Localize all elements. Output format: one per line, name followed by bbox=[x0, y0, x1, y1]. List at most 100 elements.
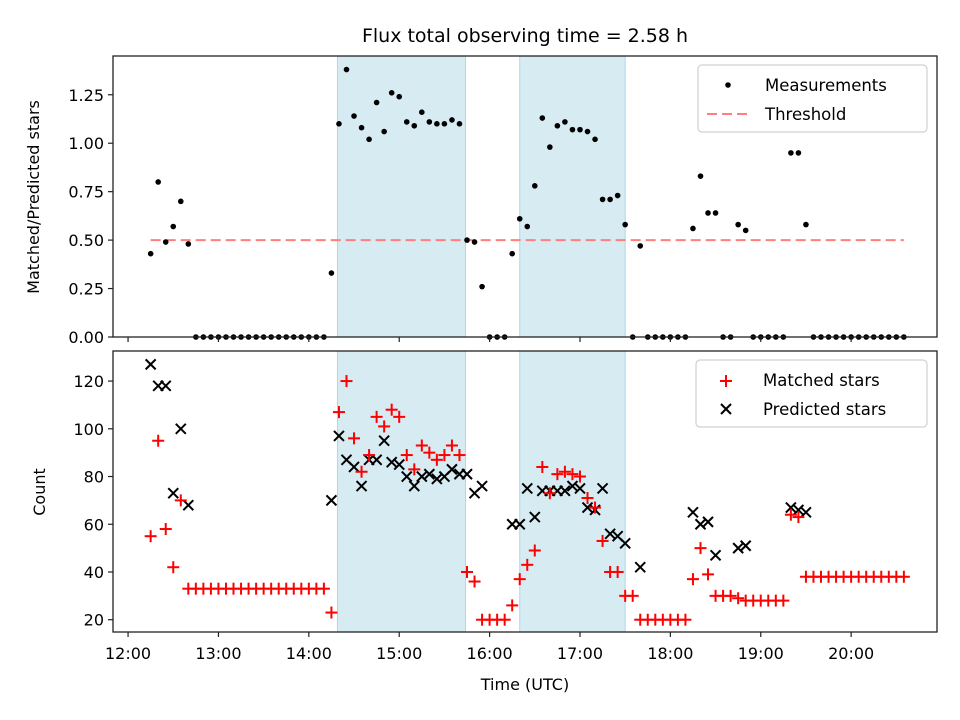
matched-star-point bbox=[777, 594, 790, 607]
predicted-star-point bbox=[182, 499, 195, 511]
predicted-star-point bbox=[408, 480, 420, 492]
measurement-point bbox=[584, 128, 591, 135]
x-stroke bbox=[521, 482, 533, 495]
x-tick-label: 17:00 bbox=[557, 644, 603, 663]
matched-star-point bbox=[784, 508, 797, 521]
predicted-star-point bbox=[619, 537, 631, 550]
measurement-point bbox=[735, 221, 741, 228]
y-tick-label: 20 bbox=[84, 611, 104, 630]
bottom-y-axis-label: Count bbox=[30, 468, 49, 516]
matched-star-point bbox=[159, 523, 172, 536]
measurement-point bbox=[599, 196, 606, 203]
x-stroke bbox=[687, 506, 699, 519]
measurement-point bbox=[607, 196, 613, 203]
x-stroke bbox=[401, 470, 413, 483]
matched-star-point bbox=[679, 613, 692, 626]
top-x-ticks bbox=[127, 337, 852, 342]
bottom-shaded-spans bbox=[336, 350, 626, 633]
measurement-point bbox=[697, 173, 704, 179]
x-stroke bbox=[514, 518, 526, 530]
predicted-star-point bbox=[521, 482, 533, 495]
legend-measurements-label: Measurements bbox=[765, 76, 887, 95]
x-marker-icon bbox=[720, 403, 732, 415]
x-stroke bbox=[739, 540, 752, 552]
predicted-star-point bbox=[709, 549, 722, 561]
x-stroke bbox=[732, 542, 744, 554]
predicted-star-point bbox=[385, 456, 398, 468]
measurement-point bbox=[690, 225, 696, 232]
y-tick-label: 0.75 bbox=[68, 183, 104, 202]
y-tick-label: 60 bbox=[84, 515, 104, 534]
measurement-point bbox=[373, 99, 380, 106]
x-stroke bbox=[378, 435, 390, 447]
matched-star-point bbox=[506, 599, 519, 612]
y-tick-label: 0.25 bbox=[68, 280, 104, 299]
top-legend: Measurements Threshold bbox=[697, 64, 928, 133]
matched-star-point bbox=[513, 573, 526, 586]
measurement-point bbox=[614, 192, 621, 199]
measurement-point bbox=[524, 223, 531, 230]
x-stroke bbox=[167, 487, 179, 499]
predicted-star-point bbox=[423, 468, 436, 480]
x-stroke bbox=[175, 423, 187, 435]
x-stroke bbox=[559, 485, 571, 497]
matched-star-point bbox=[589, 501, 602, 514]
matched-star-point bbox=[167, 561, 180, 574]
x-stroke bbox=[476, 480, 488, 492]
predicted-star-point bbox=[325, 494, 338, 507]
matched-star-point bbox=[694, 542, 707, 555]
shaded-span bbox=[519, 350, 626, 633]
y-tick-label: 120 bbox=[73, 372, 104, 391]
predicted-star-point bbox=[378, 435, 390, 447]
x-stroke bbox=[325, 494, 338, 507]
measurement-point bbox=[449, 117, 455, 123]
predicted-star-point bbox=[476, 480, 488, 492]
x-stroke bbox=[348, 461, 360, 473]
matched-star-point bbox=[573, 470, 586, 483]
matched-star-point bbox=[445, 439, 458, 452]
shaded-span bbox=[519, 55, 626, 338]
x-stroke bbox=[792, 504, 805, 516]
predicted-star-point bbox=[581, 501, 594, 514]
predicted-star-point bbox=[355, 480, 368, 492]
matched-star-point bbox=[430, 453, 443, 466]
measurement-point bbox=[396, 93, 403, 100]
matched-star-point bbox=[551, 468, 564, 481]
predicted-star-point bbox=[175, 423, 187, 435]
predicted-star-point bbox=[566, 480, 579, 492]
bottom-axes-frame bbox=[112, 350, 938, 633]
top-legend-box bbox=[697, 64, 928, 133]
x-stroke bbox=[574, 482, 586, 495]
top-y-ticks: 0.00 0.25 0.50 0.75 1.00 1.25 bbox=[68, 86, 113, 347]
measurement-point bbox=[803, 221, 809, 228]
x-tick-label: 14:00 bbox=[286, 644, 332, 663]
x-stroke bbox=[423, 468, 436, 480]
matched-star-point bbox=[385, 403, 398, 416]
matched-star-point bbox=[581, 492, 594, 505]
predicted-star-point bbox=[596, 482, 609, 495]
predicted-star-point bbox=[446, 463, 458, 476]
y-tick-label: 80 bbox=[84, 468, 104, 487]
matched-star-point bbox=[415, 439, 428, 452]
measurement-point bbox=[622, 221, 628, 228]
predicted-star-point bbox=[461, 468, 473, 480]
x-stroke bbox=[408, 480, 420, 492]
predicted-star-point bbox=[702, 516, 714, 528]
predicted-star-point bbox=[634, 561, 646, 573]
x-tick-label: 20:00 bbox=[828, 644, 874, 663]
matched-star-point bbox=[370, 410, 383, 423]
predicted-star-point bbox=[514, 518, 526, 530]
measurement-point bbox=[381, 128, 387, 135]
bottom-legend: Matched stars Predicted stars bbox=[695, 359, 928, 428]
matched-star-point bbox=[732, 592, 745, 605]
matched-star-point bbox=[468, 575, 481, 588]
x-stroke bbox=[416, 470, 428, 483]
matched-star-point bbox=[438, 449, 451, 462]
y-tick-label: 0.50 bbox=[68, 231, 104, 250]
x-tick-label: 16:00 bbox=[467, 644, 513, 663]
predicted-star-point bbox=[416, 470, 428, 483]
predicted-star-point bbox=[732, 542, 744, 554]
measurement-point bbox=[426, 119, 433, 125]
measurement-point bbox=[358, 124, 365, 131]
